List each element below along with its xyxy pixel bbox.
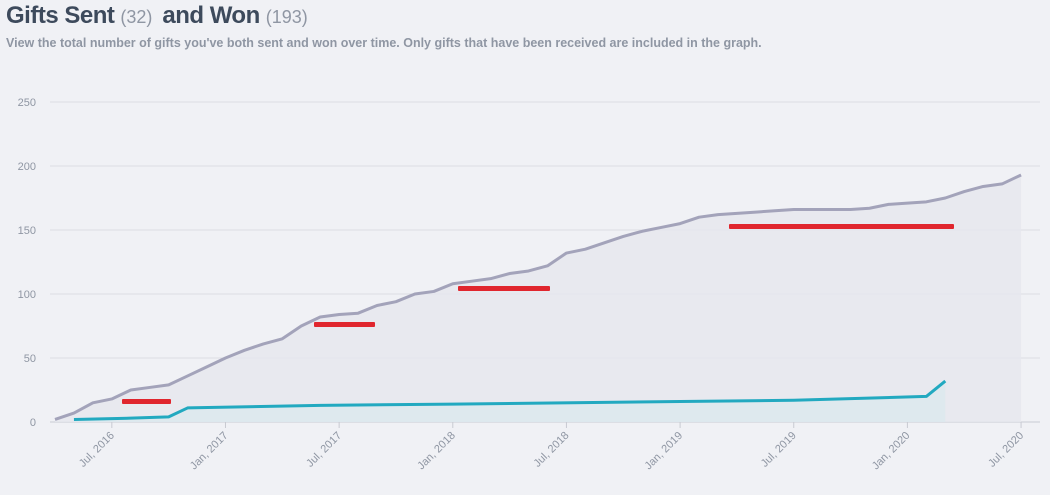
x-tick-label: Jul, 2019 <box>759 430 799 470</box>
redaction <box>458 286 550 291</box>
redaction <box>122 399 171 404</box>
x-tick-label: Jul, 2018 <box>532 430 572 470</box>
x-tick-label: Jul, 2020 <box>986 430 1026 470</box>
redactions <box>122 224 954 404</box>
redaction <box>729 224 954 229</box>
sent-count: (32) <box>120 7 153 27</box>
won-label: and Won <box>162 2 260 29</box>
x-tick-label: Jan, 2020 <box>870 430 913 473</box>
x-tick-label: Jan, 2019 <box>643 430 686 473</box>
line <box>54 173 1022 421</box>
header: Gifts Sent (32) and Won (193) <box>6 2 318 30</box>
subtitle: View the total number of gifts you've bo… <box>6 36 762 50</box>
line <box>73 379 947 421</box>
x-tick-label: Jan, 2017 <box>188 430 231 473</box>
y-tick-label: 0 <box>30 417 36 429</box>
sent-label: Gifts Sent <box>6 2 115 29</box>
won-count: (193) <box>265 7 308 27</box>
x-tick-label: Jul, 2017 <box>304 430 344 470</box>
area <box>73 381 946 422</box>
redaction <box>314 322 375 327</box>
y-tick-label: 100 <box>18 289 36 301</box>
y-tick-label: 200 <box>18 161 36 173</box>
x-tick-label: Jan, 2018 <box>415 430 458 473</box>
y-tick-label: 50 <box>24 353 36 365</box>
y-tick-label: 150 <box>18 225 36 237</box>
y-tick-label: 250 <box>18 97 36 109</box>
area <box>55 174 1022 422</box>
x-tick-label: Jul, 2016 <box>77 430 117 470</box>
